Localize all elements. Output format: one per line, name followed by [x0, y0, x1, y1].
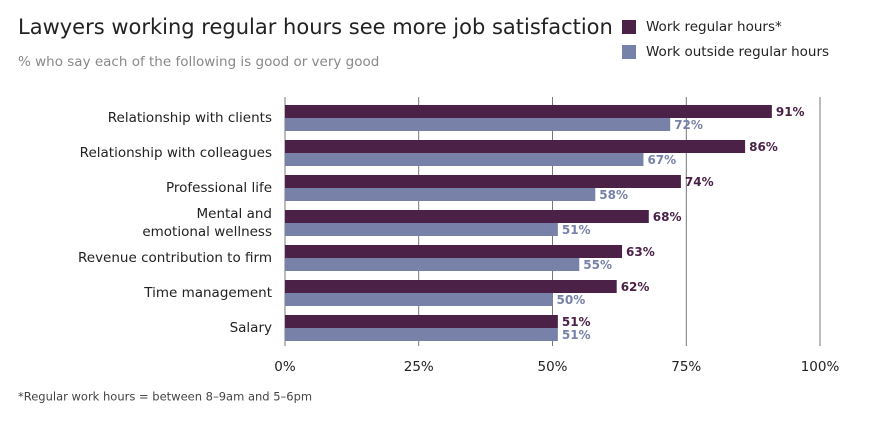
x-tick-label: 75% — [671, 359, 701, 375]
chart-subtitle: % who say each of the following is good … — [18, 54, 379, 70]
value-label: 51% — [562, 223, 591, 237]
y-tick-label: Relationship with colleagues — [79, 145, 272, 161]
legend-label: Work regular hours* — [646, 19, 782, 35]
bar — [285, 280, 617, 293]
legend-swatch — [622, 45, 636, 59]
bar — [285, 175, 681, 188]
value-label: 91% — [776, 105, 805, 119]
bar — [285, 293, 553, 306]
bar — [285, 140, 746, 153]
value-label: 68% — [653, 210, 682, 224]
bar — [285, 118, 671, 131]
value-label: 63% — [626, 245, 655, 259]
x-tick-label: 50% — [537, 359, 567, 375]
value-label: 58% — [599, 188, 628, 202]
value-label: 50% — [557, 293, 586, 307]
legend-swatch — [622, 20, 636, 34]
bar — [285, 223, 558, 236]
value-label: 74% — [685, 175, 714, 189]
y-tick-label: Salary — [229, 320, 272, 336]
bar — [285, 105, 772, 118]
bar — [285, 328, 558, 341]
bar — [285, 315, 558, 328]
x-tick-label: 100% — [801, 359, 840, 375]
y-tick-label: Revenue contribution to firm — [77, 250, 272, 266]
bar — [285, 153, 644, 166]
value-label: 51% — [562, 328, 591, 342]
x-tick-label: 0% — [274, 359, 296, 375]
value-label: 72% — [674, 118, 703, 132]
bar — [285, 258, 580, 271]
value-label: 62% — [621, 280, 650, 294]
legend-label: Work outside regular hours — [646, 44, 829, 60]
value-label: 86% — [749, 140, 778, 154]
bar — [285, 245, 623, 258]
bar — [285, 210, 649, 223]
y-tick-label: Professional life — [166, 180, 272, 196]
y-tick-label: Mental and emotional wellness — [142, 206, 272, 240]
footnote: *Regular work hours = between 8–9am and … — [18, 390, 312, 404]
x-tick-label: 25% — [404, 359, 434, 375]
value-label: 55% — [583, 258, 612, 272]
y-tick-label: Time management — [144, 285, 272, 301]
bar — [285, 188, 596, 201]
value-label: 51% — [562, 315, 591, 329]
value-label: 67% — [647, 153, 676, 167]
y-tick-label: Relationship with clients — [107, 110, 272, 126]
chart-title: Lawyers working regular hours see more j… — [18, 15, 613, 39]
